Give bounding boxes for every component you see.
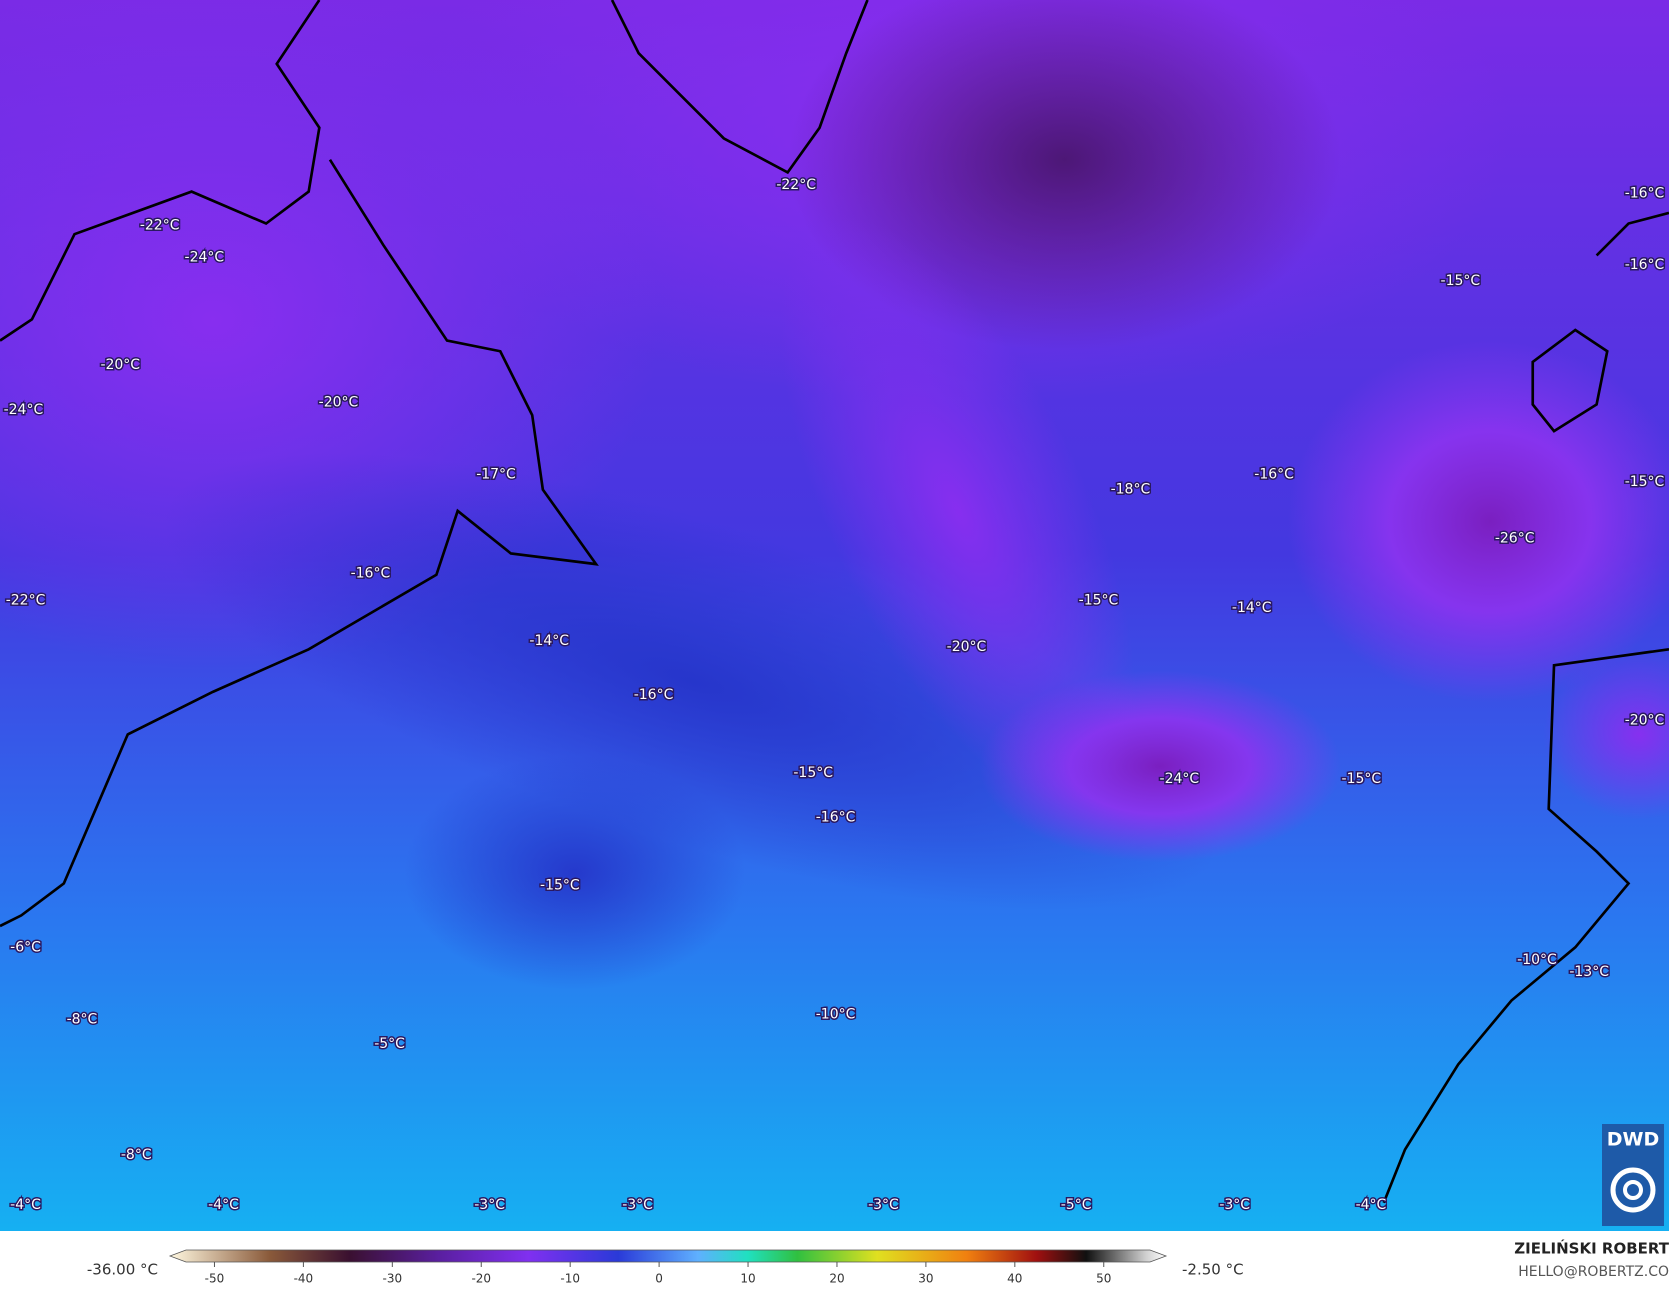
max-label: -2.50 °C bbox=[1182, 1261, 1244, 1279]
temperature-label: -22°C bbox=[140, 218, 180, 234]
coastlines bbox=[0, 0, 1669, 1204]
temperature-label: -15°C bbox=[540, 878, 580, 894]
temperature-label: -10°C bbox=[816, 1006, 856, 1022]
logo-text: DWD bbox=[1607, 1129, 1660, 1151]
temperature-label: -4°C bbox=[10, 1197, 41, 1213]
temperature-label: -26°C bbox=[1495, 531, 1535, 547]
temperature-label: -16°C bbox=[1625, 257, 1665, 273]
min-label: -36.00 °C bbox=[87, 1261, 158, 1279]
temperature-label: -4°C bbox=[208, 1197, 239, 1213]
colorbar-tick-label: 0 bbox=[655, 1272, 663, 1286]
temperature-label: -16°C bbox=[1254, 467, 1294, 483]
temperature-label: -22°C bbox=[6, 592, 46, 608]
temperature-label: -10°C bbox=[1517, 952, 1557, 968]
temperature-label: -18°C bbox=[1111, 482, 1151, 498]
temperature-labels: -22°C -16°C -22°C -24°C -16°C -15°C -20°C -20°C… bbox=[2, 176, 1666, 1215]
temperature-label: -3°C bbox=[1219, 1197, 1250, 1213]
temperature-label: -3°C bbox=[622, 1197, 653, 1213]
temperature-label: -16°C bbox=[816, 809, 856, 825]
temperature-label: -16°C bbox=[351, 566, 391, 582]
temperature-label: -15°C bbox=[1441, 273, 1481, 289]
temperature-label: -16°C bbox=[1625, 186, 1665, 202]
temperature-label: -17°C bbox=[476, 467, 516, 483]
colorbar-tick-label: -10 bbox=[560, 1272, 580, 1286]
temperature-label: -14°C bbox=[1232, 600, 1272, 616]
colorbar-tick-label: 50 bbox=[1096, 1272, 1111, 1286]
temperature-label: -8°C bbox=[67, 1012, 98, 1028]
temperature-label: -5°C bbox=[1061, 1197, 1092, 1213]
colorbar-tick-label: -30 bbox=[383, 1272, 403, 1286]
colorbar-tick-label: -20 bbox=[471, 1272, 491, 1286]
temperature-label: -24°C bbox=[1160, 771, 1200, 787]
temperature-field bbox=[0, 0, 1669, 990]
temperature-label: -6°C bbox=[10, 939, 41, 955]
temperature-label: -3°C bbox=[474, 1197, 505, 1213]
temperature-label: -4°C bbox=[1356, 1197, 1387, 1213]
temperature-label: -22°C bbox=[776, 177, 816, 193]
author-email: HELLO@ROBERTZ.CO bbox=[1518, 1264, 1669, 1280]
temperature-label: -5°C bbox=[374, 1036, 405, 1052]
temperature-label: -3°C bbox=[868, 1197, 899, 1213]
temperature-label: -20°C bbox=[100, 357, 140, 373]
colorbar: -36.00 °C -2.50 °C -50 -40 -30 -20 -10 0 10 20 3… bbox=[87, 1249, 1244, 1286]
temperature-label: -15°C bbox=[1079, 592, 1119, 608]
temperature-label: -14°C bbox=[529, 633, 569, 649]
temperature-label: -24°C bbox=[185, 250, 225, 266]
temperature-label: -13°C bbox=[1569, 964, 1609, 980]
temperature-label: -16°C bbox=[634, 687, 674, 703]
temperature-label: -20°C bbox=[319, 394, 359, 410]
map: -22°C -16°C -22°C -24°C -16°C -15°C -20°C -20°C… bbox=[0, 0, 1669, 1231]
colorbar-tick-label: -40 bbox=[294, 1272, 314, 1286]
temperature-label: -20°C bbox=[1625, 713, 1665, 729]
colorbar-tick-label: 40 bbox=[1007, 1272, 1022, 1286]
colorbar-tick-label: 10 bbox=[740, 1272, 755, 1286]
colorbar-tick-label: -50 bbox=[205, 1272, 225, 1286]
colorbar-tick-label: 30 bbox=[918, 1272, 933, 1286]
temperature-label: -8°C bbox=[121, 1147, 152, 1163]
colorbar-tick-label: 20 bbox=[829, 1272, 844, 1286]
temperature-label: -15°C bbox=[1342, 771, 1382, 787]
author-name: ZIELIŃSKI ROBERT bbox=[1514, 1239, 1669, 1258]
temperature-label: -15°C bbox=[1625, 474, 1665, 490]
temperature-label: -15°C bbox=[793, 765, 833, 781]
temperature-label: -20°C bbox=[947, 639, 987, 655]
temperature-label: -24°C bbox=[4, 402, 44, 418]
dwd-logo: DWD bbox=[1602, 1124, 1664, 1226]
